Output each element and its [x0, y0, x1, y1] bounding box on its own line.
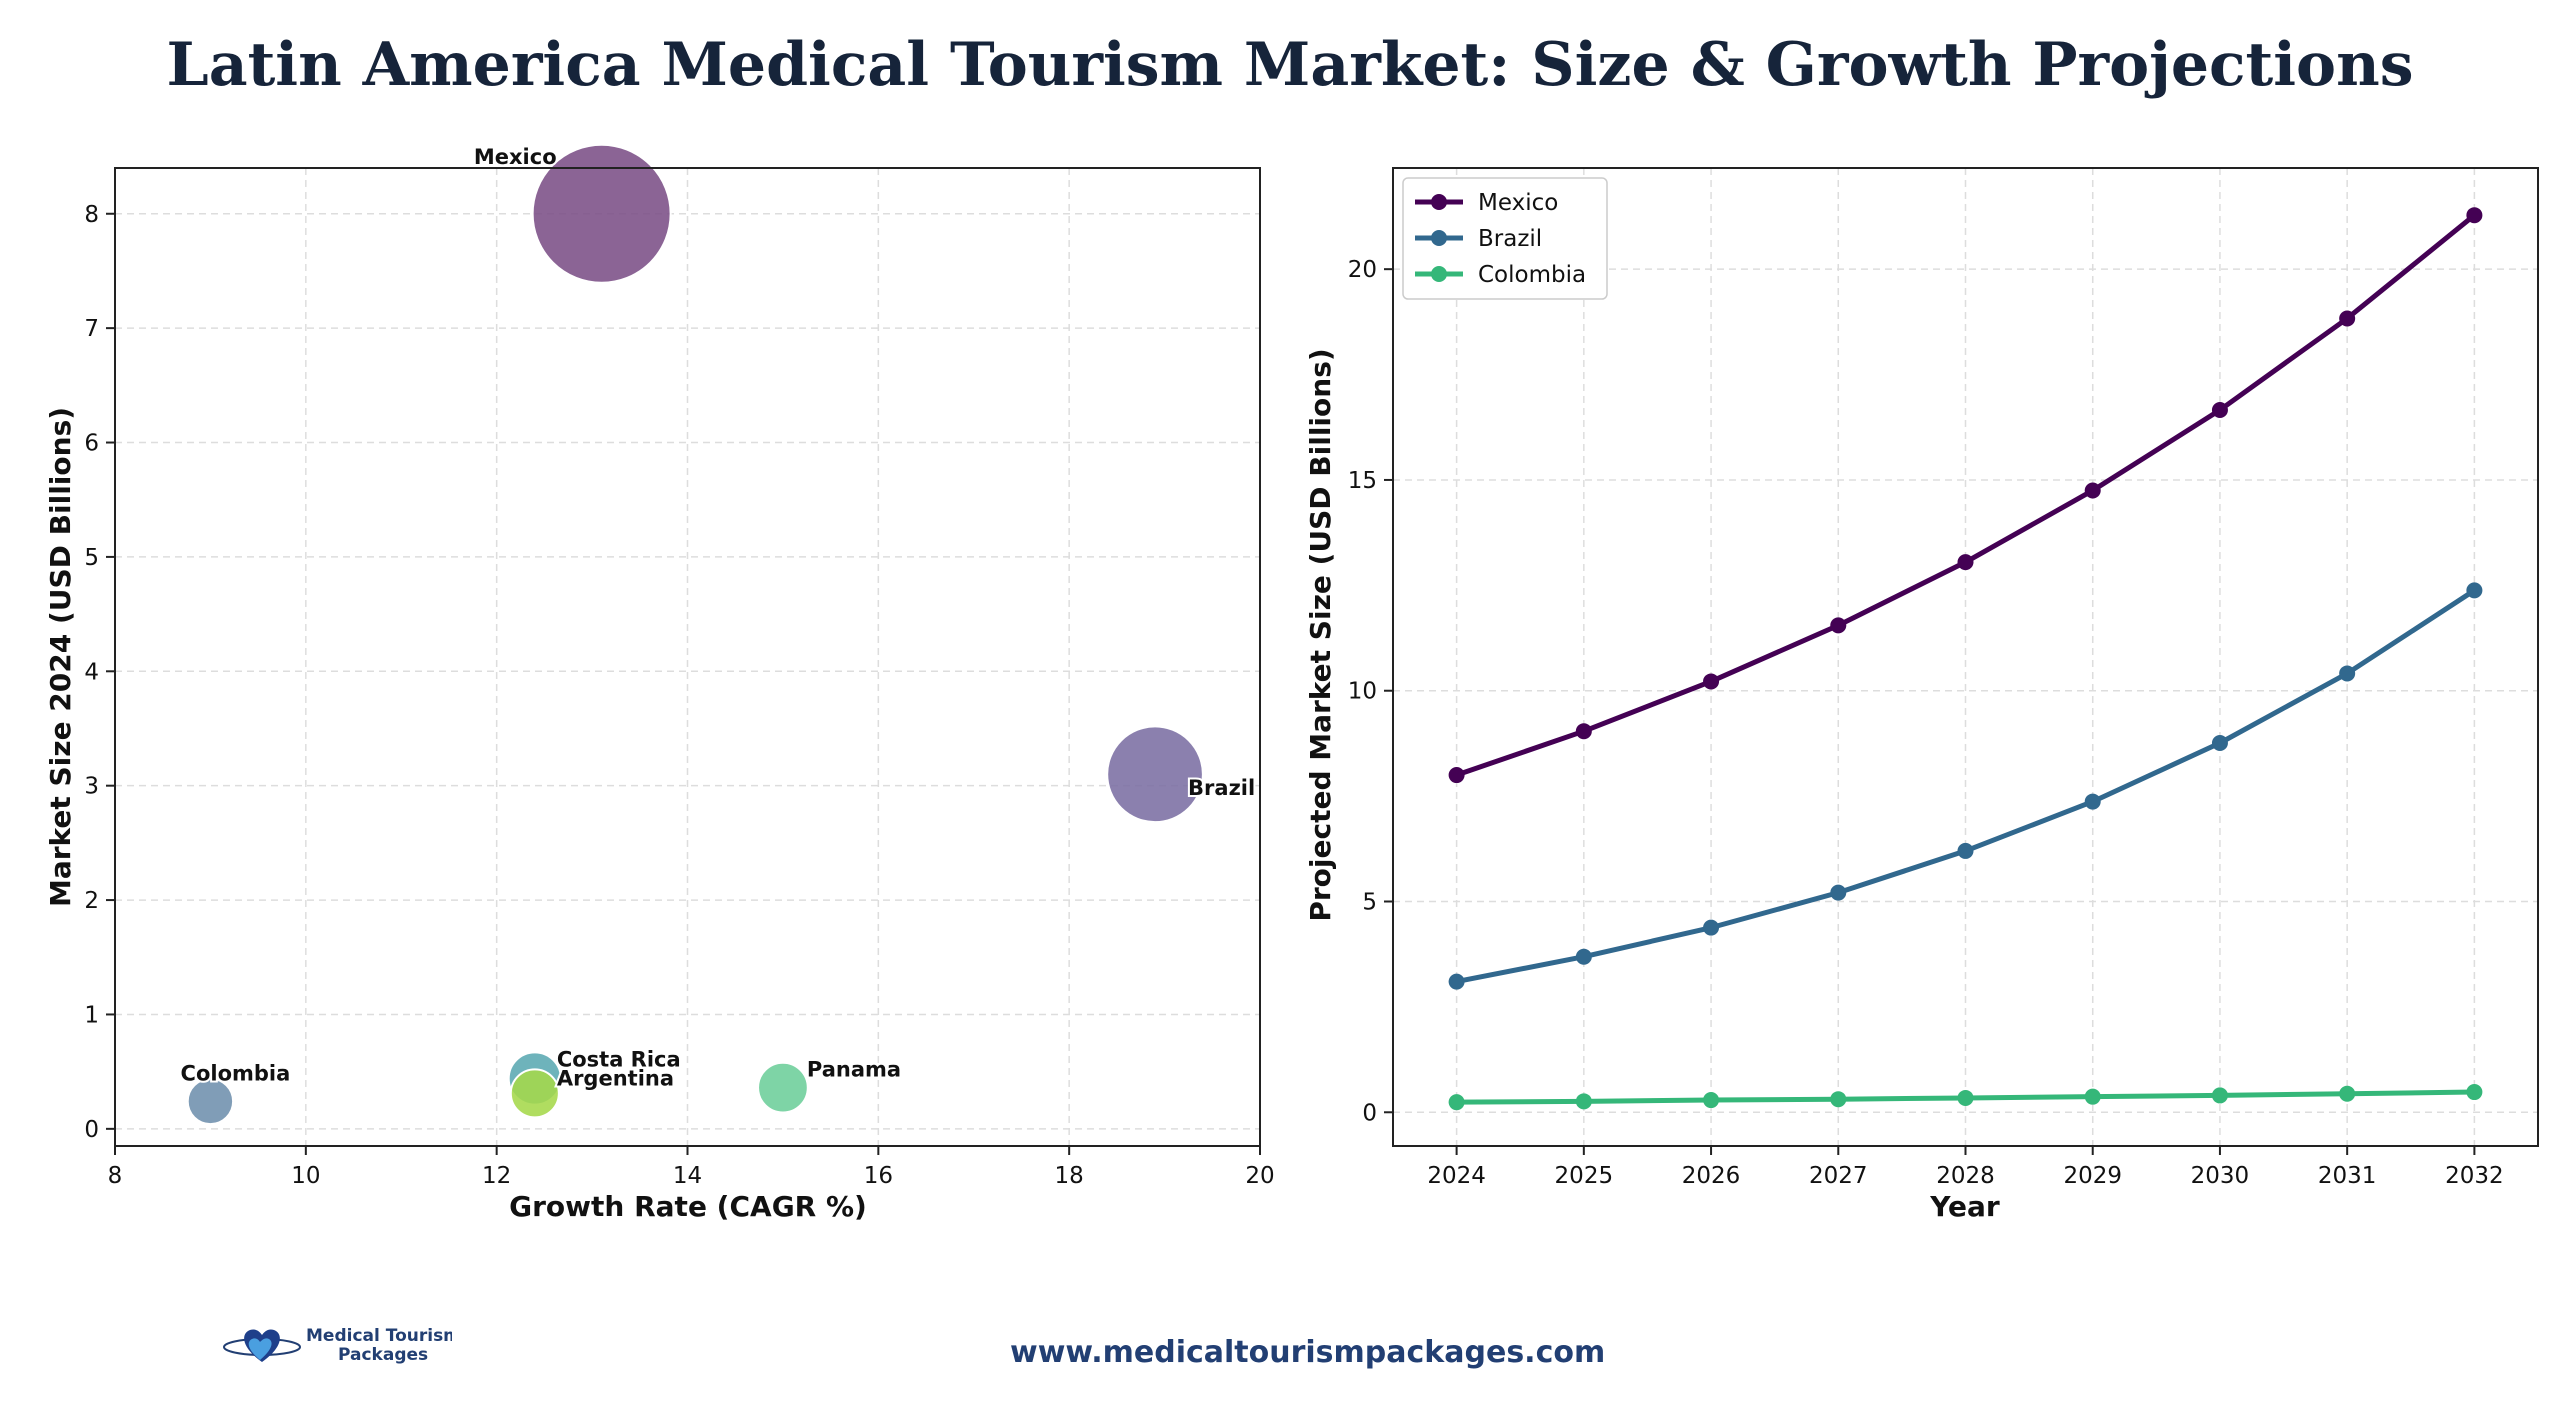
line-legend: Mexico Brazil Colombia	[1402, 177, 1608, 300]
bubble-y-tick-label: 6	[84, 431, 99, 457]
line-x-tick-label: 2024	[1427, 1163, 1486, 1189]
line-y-tick-label: 20	[1348, 257, 1377, 283]
series-point	[2211, 734, 2228, 751]
series-point	[1830, 1091, 1847, 1108]
footer-url[interactable]: www.medicaltourismpackages.com	[1010, 1335, 1606, 1370]
series-point	[2466, 207, 2483, 224]
bubble-y-axis-label: Market Size 2024 (USD Billions)	[44, 407, 77, 907]
series-point	[1957, 842, 1974, 859]
bubble-grid	[114, 168, 1261, 1146]
series-point	[2084, 793, 2101, 810]
series-point	[2339, 665, 2356, 682]
legend-swatch-marker	[1431, 194, 1447, 210]
series-point	[1448, 1094, 1465, 1111]
line-y-tick-label: 5	[1362, 890, 1377, 916]
series-point	[1830, 617, 1847, 634]
series-point	[1575, 723, 1592, 740]
logo: Medical Tourism Packages	[223, 1326, 452, 1365]
bubble-point-label: Argentina	[557, 1066, 674, 1090]
series-point	[1703, 919, 1720, 936]
line-series	[1448, 207, 2483, 1111]
series-point	[1703, 673, 1720, 690]
series-point	[2466, 1084, 2483, 1101]
series-point	[1575, 1093, 1592, 1110]
bubble-x-tick-label: 14	[673, 1163, 702, 1189]
series-point	[2466, 582, 2483, 599]
line-x-tick-label: 2028	[1936, 1163, 1995, 1189]
bubble-point-label: Panama	[807, 1058, 901, 1082]
bubble-point	[186, 1077, 235, 1126]
legend-label: Colombia	[1478, 262, 1586, 288]
line-y-tick-label: 15	[1348, 468, 1377, 494]
bubble-x-tick-label: 12	[482, 1163, 511, 1189]
bubble-y-tick-label: 7	[84, 316, 99, 342]
bubble-point	[1106, 725, 1204, 824]
line-x-tick-label: 2025	[1555, 1163, 1614, 1189]
series-point	[1448, 973, 1465, 990]
legend-swatch-marker	[1431, 230, 1447, 246]
legend-box	[1402, 177, 1608, 300]
line-grid	[1393, 168, 2538, 1146]
bubble-point-label: Mexico	[474, 145, 557, 169]
bubble-y-tick-label: 2	[84, 888, 99, 914]
bubble-x-tick-label: 8	[108, 1163, 123, 1189]
line-chart: 2024 2025 2026 2027 2028 2029 2030 2031 2032 0 5 10…	[1304, 167, 2539, 1223]
logo-line2: Packages	[338, 1345, 428, 1365]
bubble-x-tick-label: 18	[1055, 1163, 1084, 1189]
legend-swatch-marker	[1431, 266, 1447, 282]
bubble-point-label: Colombia	[181, 1061, 291, 1085]
bubble-point	[509, 1068, 560, 1119]
bubble-x-axis-label: Growth Rate (CAGR %)	[509, 1190, 867, 1223]
line-x-tick-label: 2027	[1809, 1163, 1868, 1189]
series-point	[2084, 482, 2101, 499]
bubble-point	[531, 143, 672, 284]
line-x-axis-label: Year	[1929, 1190, 2000, 1223]
series-point	[1448, 767, 1465, 784]
bubble-point	[757, 1061, 809, 1114]
bubble-y-tick-label: 1	[84, 1002, 99, 1028]
line-x-tick-label: 2030	[2191, 1163, 2250, 1189]
series-point	[1575, 948, 1592, 965]
legend-label: Brazil	[1478, 226, 1542, 252]
bubble-x-tick-label: 16	[864, 1163, 893, 1189]
bubble-x-tick-label: 20	[1245, 1163, 1274, 1189]
line-y-tick-label: 10	[1348, 679, 1377, 705]
line-x-tick-label: 2029	[2063, 1163, 2122, 1189]
bubble-y-tick-label: 5	[84, 545, 99, 571]
bubble-y-tick-label: 0	[84, 1117, 99, 1143]
line-x-tick-label: 2031	[2318, 1163, 2377, 1189]
series-point	[2211, 1087, 2228, 1104]
series-point	[2211, 401, 2228, 418]
legend-label: Mexico	[1478, 190, 1558, 216]
series-point	[2084, 1088, 2101, 1105]
series-point	[1703, 1092, 1720, 1109]
bubble-y-tick-label: 4	[84, 659, 99, 685]
page-title: Latin America Medical Tourism Market: Si…	[166, 30, 2414, 100]
line-x-tick-label: 2026	[1682, 1163, 1741, 1189]
line-x-tick-label: 2032	[2445, 1163, 2504, 1189]
series-point	[2339, 310, 2356, 327]
bubble-point-label: Costa Rica	[557, 1048, 681, 1072]
series-point	[1957, 554, 1974, 571]
line-y-axis-label: Projected Market Size (USD Billions)	[1304, 348, 1337, 921]
series-point	[2339, 1085, 2356, 1102]
series-point	[1830, 884, 1847, 901]
bubble-x-tick-label: 10	[291, 1163, 320, 1189]
bubble-point-label: Brazil	[1188, 776, 1255, 800]
series-point	[1957, 1089, 1974, 1106]
bubble-y-tick-label: 3	[84, 774, 99, 800]
line-ticks: 2024 2025 2026 2027 2028 2029 2030 2031 2032 0 5 10…	[1348, 257, 2504, 1189]
logo-heart-inner-icon	[248, 1338, 272, 1360]
logo-line1: Medical Tourism	[306, 1326, 452, 1346]
bubble-points	[186, 143, 1204, 1126]
line-y-tick-label: 0	[1362, 1100, 1377, 1126]
bubble-y-tick-label: 8	[84, 202, 99, 228]
